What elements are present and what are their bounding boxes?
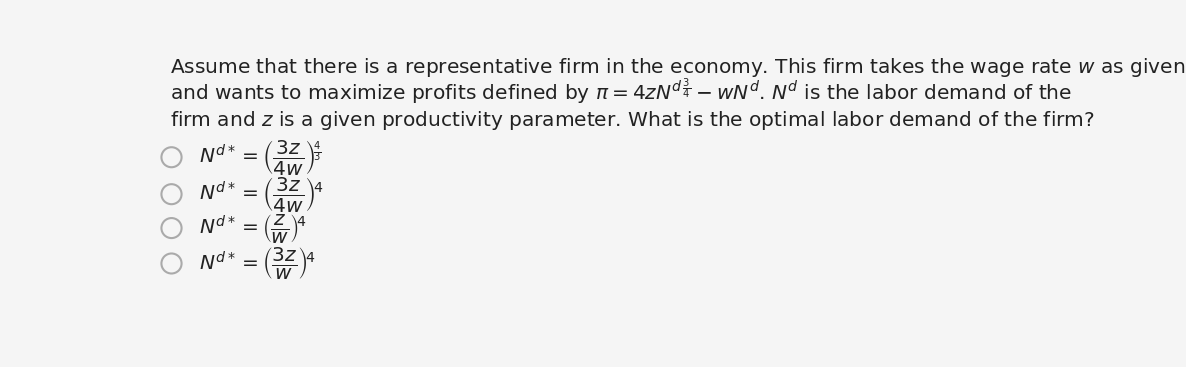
Text: $N^{d*} = \left(\dfrac{z}{w}\right)^{\!4}$: $N^{d*} = \left(\dfrac{z}{w}\right)^{\!4…: [198, 211, 307, 244]
Text: and wants to maximize profits defined by $\pi = 4zN^{d\,\frac{3}{4}} - wN^d$. $N: and wants to maximize profits defined by…: [170, 76, 1072, 107]
Text: $N^{d*} = \left(\dfrac{3z}{w}\right)^{\!4}$: $N^{d*} = \left(\dfrac{3z}{w}\right)^{\!…: [198, 246, 315, 281]
Text: firm and $z$ is a given productivity parameter. What is the optimal labor demand: firm and $z$ is a given productivity par…: [170, 109, 1095, 132]
Text: $N^{d*} = \left(\dfrac{3z}{4w}\right)^{\!\frac{4}{3}}$: $N^{d*} = \left(\dfrac{3z}{4w}\right)^{\…: [198, 138, 321, 177]
Text: $N^{d*} = \left(\dfrac{3z}{4w}\right)^{\!4}$: $N^{d*} = \left(\dfrac{3z}{4w}\right)^{\…: [198, 175, 324, 214]
Text: Assume that there is a representative firm in the economy. This firm takes the w: Assume that there is a representative fi…: [170, 55, 1185, 79]
